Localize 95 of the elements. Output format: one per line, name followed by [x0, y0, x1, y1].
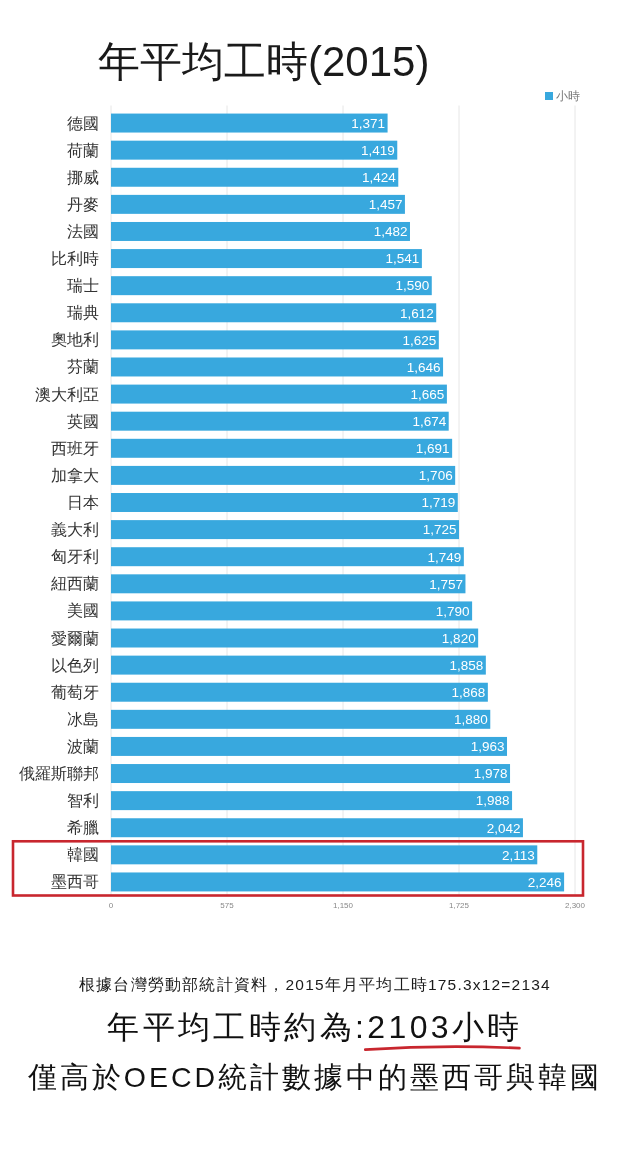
legend-label: 小時 — [556, 90, 580, 102]
x-tick-label: 2,300 — [564, 901, 586, 910]
bar — [111, 655, 486, 675]
bar — [111, 465, 456, 485]
data-label: 1,706 — [418, 468, 453, 484]
y-tick-label: 義大利 — [51, 521, 99, 539]
bar — [111, 411, 449, 431]
y-tick-label: 英國 — [67, 412, 99, 430]
x-tick-label: 575 — [220, 901, 235, 910]
y-tick-label: 法國 — [67, 222, 99, 240]
data-label: 2,246 — [527, 874, 562, 890]
data-label: 1,978 — [473, 766, 508, 782]
bar — [111, 249, 422, 269]
y-tick-label: 丹麥 — [67, 195, 99, 213]
data-label: 1,749 — [427, 549, 462, 565]
y-tick-label: 美國 — [67, 602, 99, 620]
y-tick-label: 芬蘭 — [67, 358, 99, 376]
data-label: 1,371 — [351, 115, 386, 131]
bar — [111, 493, 458, 512]
bar — [111, 194, 405, 214]
data-label: 1,988 — [475, 793, 510, 809]
y-tick-label: 日本 — [67, 494, 99, 511]
bar — [111, 140, 398, 160]
bar — [111, 167, 399, 187]
data-label: 1,725 — [422, 522, 457, 538]
y-tick-label: 墨西哥 — [51, 873, 99, 891]
data-label: 1,963 — [470, 739, 505, 755]
y-tick-label: 波蘭 — [67, 737, 99, 755]
bar — [111, 736, 508, 756]
bar — [111, 303, 437, 323]
bar — [111, 682, 488, 702]
bar — [111, 791, 513, 811]
data-label: 1,541 — [385, 251, 420, 267]
bar — [111, 764, 511, 784]
data-label: 1,590 — [395, 278, 430, 294]
data-label: 1,625 — [402, 332, 437, 348]
bar — [111, 438, 453, 458]
bar — [111, 357, 444, 377]
data-label: 1,646 — [406, 359, 441, 375]
bar — [111, 276, 432, 296]
y-tick-label: 俄羅斯聯邦 — [19, 765, 99, 783]
y-tick-label: 以色列 — [51, 656, 99, 674]
data-label: 1,880 — [453, 712, 488, 728]
data-label: 1,674 — [412, 413, 447, 429]
data-label: 1,457 — [368, 197, 403, 213]
bar — [111, 872, 565, 892]
data-label: 1,691 — [415, 441, 450, 457]
legend: 小時 — [545, 90, 580, 102]
y-tick-label: 瑞士 — [67, 277, 99, 295]
y-tick-label: 智利 — [67, 792, 99, 810]
data-label: 1,612 — [399, 305, 434, 321]
y-tick-label: 澳大利亞 — [35, 385, 99, 403]
y-tick-label: 匈牙利 — [51, 548, 99, 566]
y-tick-label: 奧地利 — [51, 331, 99, 349]
data-label: 1,868 — [451, 685, 486, 701]
data-label: 1,719 — [421, 495, 456, 511]
data-label: 2,042 — [486, 820, 521, 836]
data-label: 1,424 — [361, 170, 397, 186]
data-label: 1,665 — [410, 386, 445, 402]
y-tick-label: 德國 — [67, 114, 99, 132]
bar — [111, 709, 491, 729]
y-tick-label: 比利時 — [51, 250, 99, 268]
y-tick-label: 冰島 — [67, 710, 99, 728]
bar — [111, 520, 459, 540]
bar — [111, 601, 473, 621]
bar — [111, 845, 538, 865]
y-tick-label: 希臘 — [67, 819, 99, 837]
y-tick-label: 挪威 — [67, 168, 99, 186]
y-tick-label: 韓國 — [67, 846, 99, 864]
data-label: 1,790 — [435, 603, 470, 619]
y-tick-label: 西班牙 — [51, 439, 99, 457]
y-tick-label: 加拿大 — [51, 466, 99, 484]
x-tick-label: 0 — [108, 901, 114, 910]
bar — [111, 547, 464, 567]
x-tick-label: 1,150 — [332, 901, 354, 910]
y-tick-label: 紐西蘭 — [50, 575, 99, 593]
bar — [111, 574, 466, 594]
data-label: 2,113 — [501, 847, 535, 863]
bar — [111, 628, 479, 648]
bar — [111, 818, 523, 838]
data-label: 1,858 — [449, 657, 484, 673]
data-label: 1,482 — [373, 224, 408, 240]
y-tick-label: 葡萄牙 — [51, 683, 99, 701]
data-label: 1,757 — [429, 576, 463, 592]
x-tick-label: 1,725 — [448, 901, 470, 910]
bar — [111, 113, 388, 133]
bar — [111, 330, 439, 350]
data-label: 1,820 — [441, 630, 476, 646]
bar — [111, 384, 447, 404]
y-tick-label: 荷蘭 — [67, 141, 99, 159]
bar — [111, 221, 410, 241]
y-tick-label: 瑞典 — [67, 304, 99, 322]
data-label: 1,419 — [360, 142, 395, 158]
y-tick-label: 愛爾蘭 — [51, 629, 99, 647]
title: 年平均工時(2015) — [98, 38, 430, 85]
